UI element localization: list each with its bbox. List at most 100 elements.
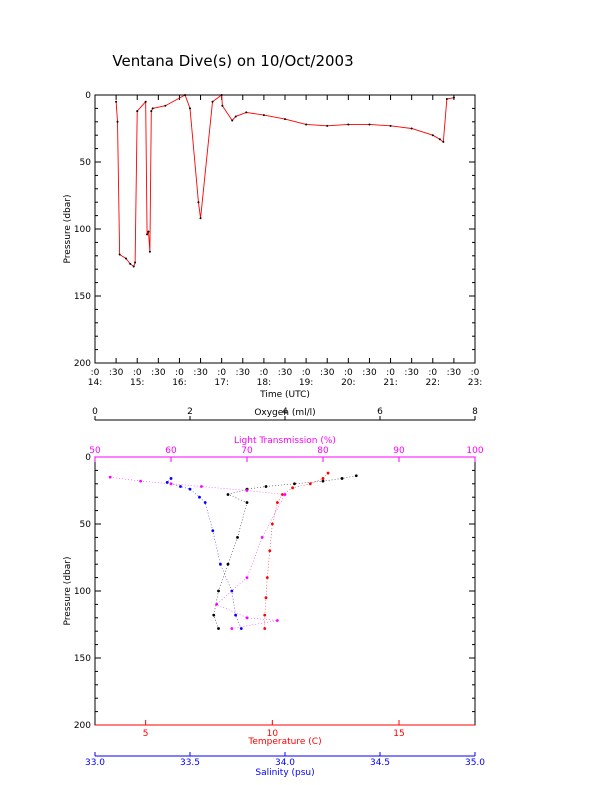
pressure-point: [150, 110, 153, 113]
pressure-point: [197, 201, 200, 204]
bottom-y-tick-label: 50: [80, 520, 92, 530]
top-y-tick-label: 0: [85, 91, 91, 101]
oxygen-point: [236, 536, 239, 539]
top-x-hour-label: 23:: [468, 378, 482, 388]
pressure-point: [245, 111, 248, 114]
pressure-point: [234, 115, 237, 118]
top-y-ticks: 0 50 100 150 200: [74, 91, 475, 369]
pressure-point: [199, 217, 202, 220]
light-point: [139, 479, 143, 483]
top-x-tick-label: :0: [471, 368, 480, 378]
light-axis-label: Light Transmission (%): [234, 436, 336, 446]
light-point: [276, 619, 279, 622]
top-x-tick-label: :30: [193, 368, 208, 378]
pressure-point: [284, 118, 286, 121]
pressure-point: [445, 98, 448, 101]
oxygen-point: [245, 501, 249, 504]
top-x-hour-label: 22:: [426, 378, 440, 388]
top-x-tick-label: :0: [133, 368, 142, 378]
oxygen-point: [212, 613, 216, 617]
top-plot-frame: [94, 94, 476, 364]
top-y-tick-label: 150: [74, 292, 91, 302]
pressure-point: [442, 140, 445, 143]
bottom-y-tick-label: 0: [85, 453, 91, 463]
oxygen-point: [217, 589, 220, 593]
top-x-ticks: :0:30:0:30:0:30:0:30:0:30:0:30:0:30:0:30…: [88, 95, 482, 388]
top-series: [115, 94, 455, 268]
temperature-point: [270, 522, 274, 526]
chart-title: Ventana Dive(s) on 10/Oct/2003: [112, 52, 353, 70]
salinity-point: [169, 477, 173, 480]
top-x-hour-label: 14:: [88, 378, 102, 388]
top-x-tick-label: :0: [260, 368, 269, 378]
pressure-point: [347, 123, 350, 126]
salinity-series: [165, 477, 243, 630]
light-point: [169, 482, 173, 486]
pressure-point: [151, 107, 154, 110]
light-series: [108, 475, 287, 630]
top-x-tick-label: :0: [175, 368, 184, 378]
top-x-tick-label: :30: [109, 368, 124, 378]
oxygen-point: [293, 482, 296, 486]
top-x-hour-label: 20:: [341, 378, 355, 388]
light-point: [245, 576, 249, 579]
pressure-point: [124, 257, 127, 260]
temperature-point: [268, 549, 272, 553]
bottom-series: [108, 471, 358, 630]
pressure-point: [326, 124, 329, 127]
oxygen-point: [354, 474, 358, 478]
temperature-profile-line: [264, 472, 329, 629]
pressure-point: [221, 104, 224, 107]
temperature-point: [264, 596, 268, 600]
pressure-point: [132, 265, 135, 268]
top-x-tick-label: :30: [320, 368, 335, 378]
oxygen-point: [226, 493, 230, 496]
oxygen-point: [264, 485, 268, 488]
temperature-tick-label: 10: [267, 729, 279, 739]
bottom-y-tick-label: 200: [74, 721, 91, 731]
pressure-point: [115, 100, 118, 103]
top-x-tick-label: :30: [236, 368, 251, 378]
top-x-tick-label: :30: [151, 368, 166, 378]
top-x-tick-label: :0: [344, 368, 353, 378]
oxygen-point: [321, 479, 325, 483]
salinity-point: [165, 481, 169, 484]
top-x-tick-label: :30: [362, 368, 377, 378]
light-point: [230, 627, 234, 630]
bottom-y-tick-label: 150: [74, 654, 91, 664]
salinity-point: [203, 501, 207, 504]
top-x-hour-label: 21:: [383, 378, 397, 388]
top-y-tick-label: 200: [74, 359, 91, 369]
oxygen-tick-label: 0: [92, 407, 98, 417]
pressure-point: [148, 250, 151, 253]
pressure-point: [220, 94, 223, 96]
oxygen-profile-line: [213, 475, 357, 629]
light-tick-label: 50: [89, 446, 101, 456]
salinity-tick-label: 35.0: [465, 758, 485, 768]
temperature-tick-label: 15: [393, 729, 404, 739]
light-tick-label: 60: [165, 446, 177, 456]
pressure-point: [452, 96, 455, 99]
top-x-hour-label: 19:: [299, 378, 313, 388]
light-profile-line: [110, 476, 286, 629]
oxygen-tick-label: 4: [282, 407, 288, 417]
pressure-point: [231, 119, 234, 122]
salinity-tick-label: 33.0: [85, 758, 105, 768]
top-x-hour-label: 17:: [214, 378, 228, 388]
light-tick-label: 80: [317, 446, 329, 456]
salinity-tick-label: 34.0: [275, 758, 295, 768]
oxygen-tick-label: 6: [377, 407, 383, 417]
pressure-point: [189, 107, 191, 110]
temperature-axis-label: Temperature (C): [247, 737, 321, 747]
salinity-point: [234, 613, 238, 617]
oxygen-series: [212, 474, 358, 630]
temperature-point: [263, 613, 267, 617]
top-x-tick-label: :30: [278, 368, 293, 378]
pressure-point: [368, 123, 371, 126]
pressure-point: [129, 262, 132, 265]
salinity-point: [179, 485, 182, 488]
pressure-point: [144, 100, 147, 103]
